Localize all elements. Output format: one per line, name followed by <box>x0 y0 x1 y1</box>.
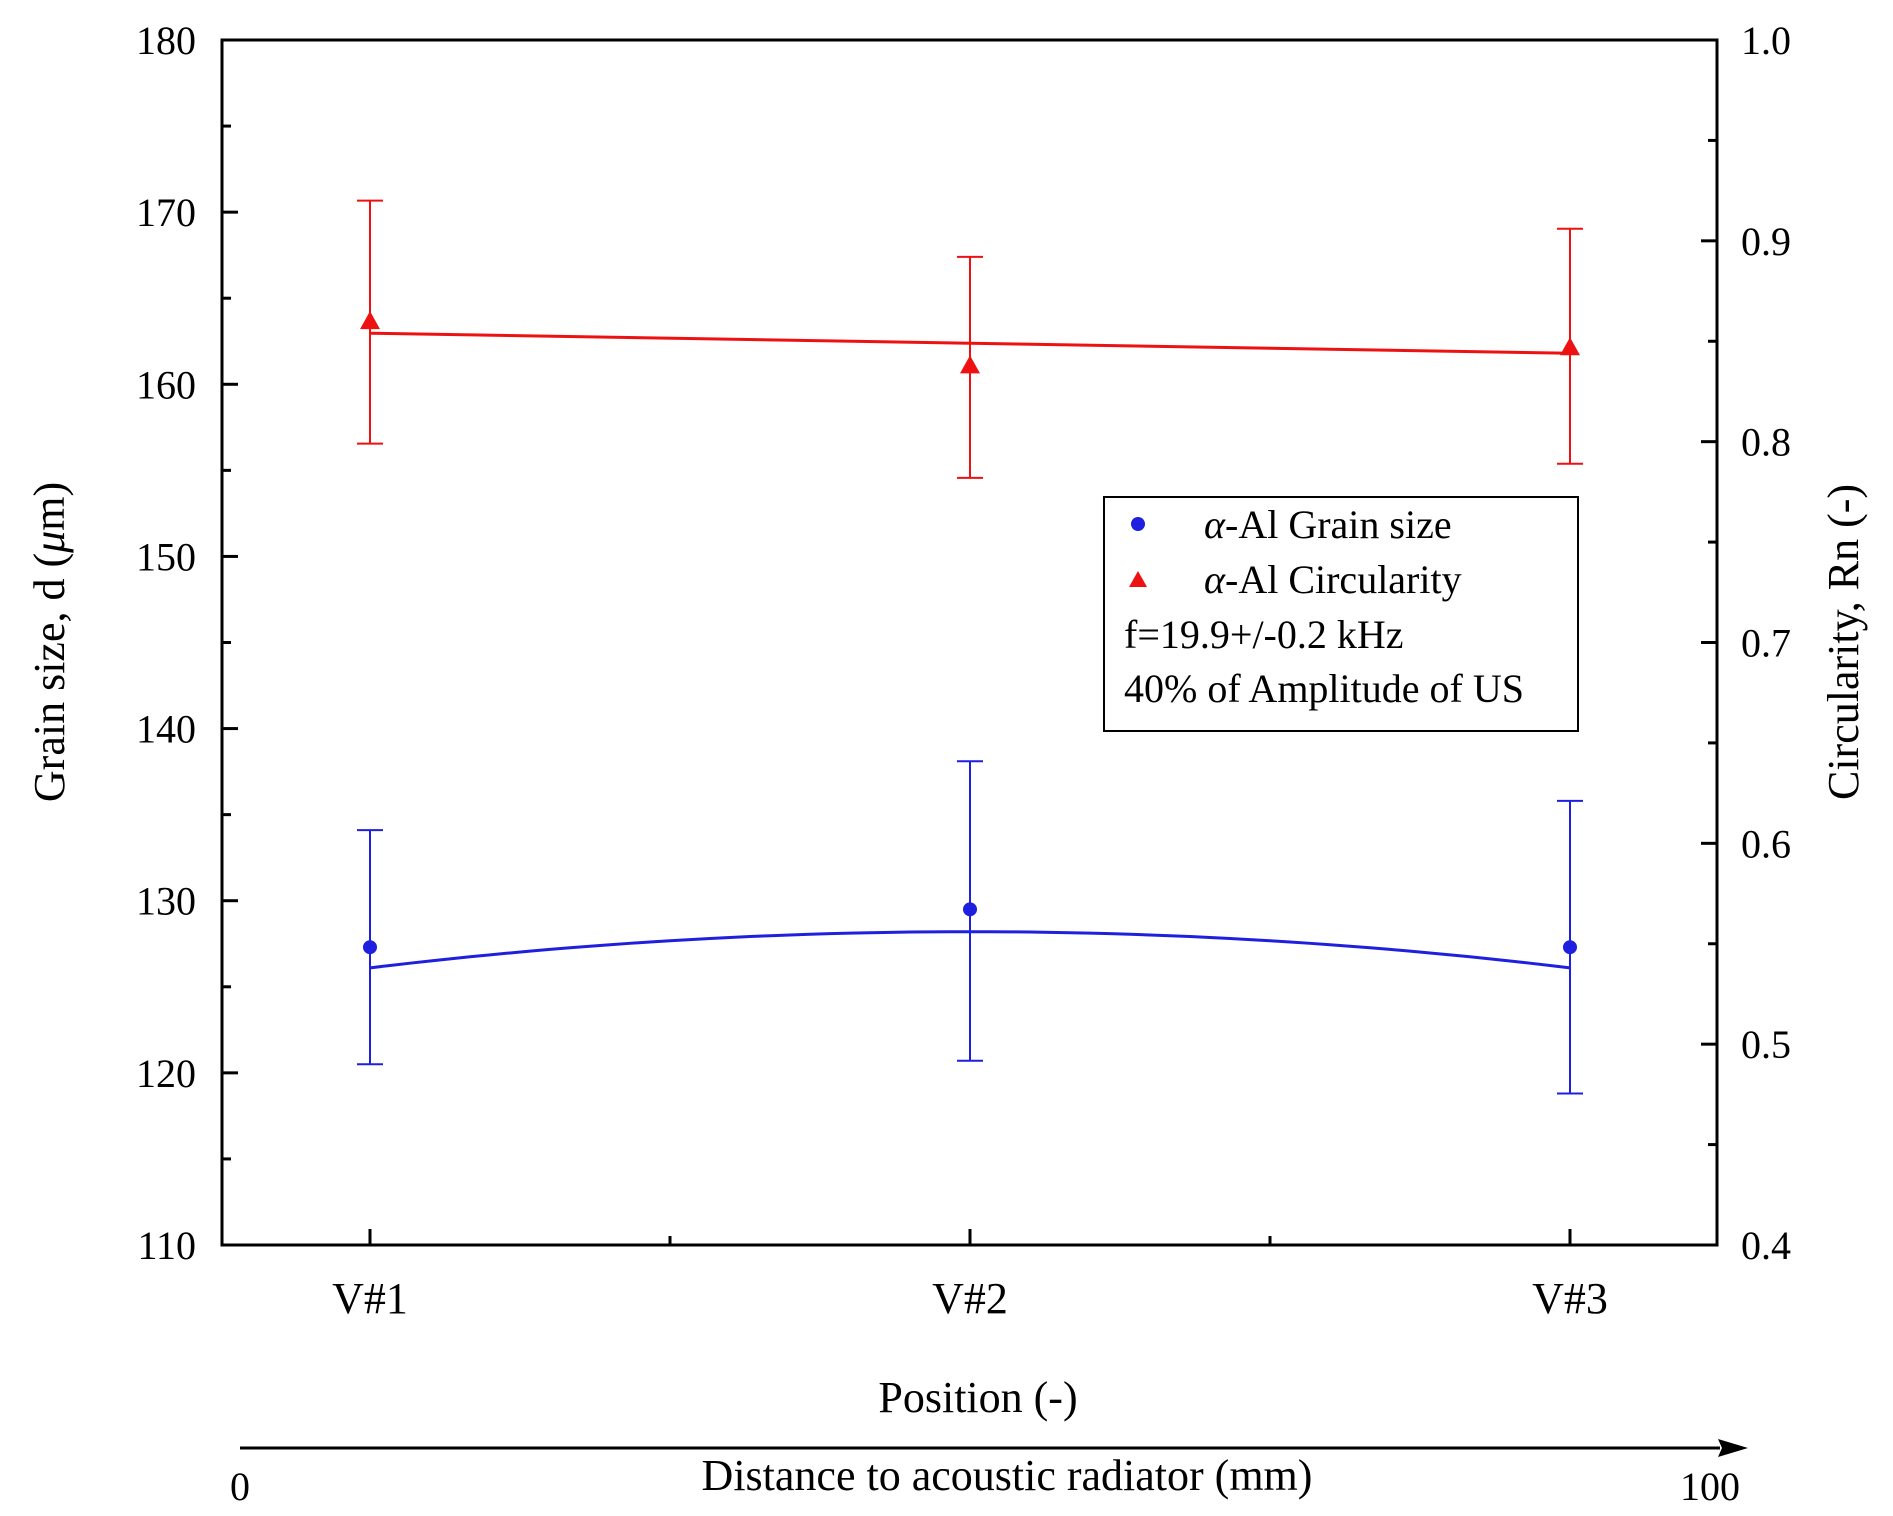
x-tick-label: V#1 <box>332 1274 408 1323</box>
right-tick-label: 0.6 <box>1741 821 1791 866</box>
legend-marker-grain-size <box>1131 517 1145 531</box>
x-axis-label: Position (-) <box>878 1373 1077 1422</box>
legend: α-Al Grain size α-Al Circularity f=19.9+… <box>1103 496 1579 732</box>
legend-box <box>1103 496 1579 732</box>
left-tick-label: 110 <box>137 1223 196 1268</box>
distance-axis: Distance to acoustic radiator (mm) 0 100 <box>230 1439 1748 1509</box>
data-point <box>963 902 977 917</box>
y-axis-right-label: Circularity, Rn (-) <box>1819 484 1868 800</box>
legend-note-amplitude: 40% of Amplitude of US <box>1124 666 1524 711</box>
data-point <box>363 940 377 955</box>
legend-label-grain-size: α-Al Grain size <box>1204 502 1452 547</box>
legend-marker-circularity <box>1129 571 1147 587</box>
distance-arrow-head <box>1718 1439 1748 1457</box>
x-tick-label: V#2 <box>932 1274 1008 1323</box>
right-tick-label: 1.0 <box>1741 18 1791 63</box>
left-tick-label: 120 <box>136 1051 196 1096</box>
right-tick-label: 0.9 <box>1741 219 1791 264</box>
y-axis-left-label: Grain size, d (μm) <box>25 482 74 802</box>
left-tick-label: 180 <box>136 18 196 63</box>
x-tick-label: V#3 <box>1532 1274 1608 1323</box>
right-tick-label: 0.4 <box>1741 1223 1791 1268</box>
left-tick-label: 170 <box>136 190 196 235</box>
legend-label-circularity: α-Al Circularity <box>1204 557 1462 602</box>
data-point <box>1563 940 1577 955</box>
distance-start-label: 0 <box>230 1464 250 1509</box>
data-point <box>960 355 980 374</box>
right-tick-label: 0.5 <box>1741 1022 1791 1067</box>
distance-end-label: 100 <box>1680 1464 1740 1509</box>
right-tick-label: 0.8 <box>1741 420 1791 465</box>
right-axis: 0.4 0.5 0.6 0.7 0.8 0.9 1.0 <box>1701 18 1791 1268</box>
data-point <box>360 311 380 330</box>
legend-note-frequency: f=19.9+/-0.2 kHz <box>1124 612 1404 657</box>
data-point <box>1560 337 1580 356</box>
right-tick-label: 0.7 <box>1741 621 1791 666</box>
x-axis: V#1 V#2 V#3 <box>332 1229 1608 1323</box>
distance-axis-label: Distance to acoustic radiator (mm) <box>702 1451 1313 1500</box>
left-tick-label: 140 <box>136 707 196 752</box>
left-tick-label: 160 <box>136 362 196 407</box>
left-axis: 110 120 130 140 150 160 170 180 <box>136 18 238 1268</box>
left-tick-label: 150 <box>136 534 196 579</box>
left-tick-label: 130 <box>136 879 196 924</box>
series-layer <box>357 199 1583 1095</box>
